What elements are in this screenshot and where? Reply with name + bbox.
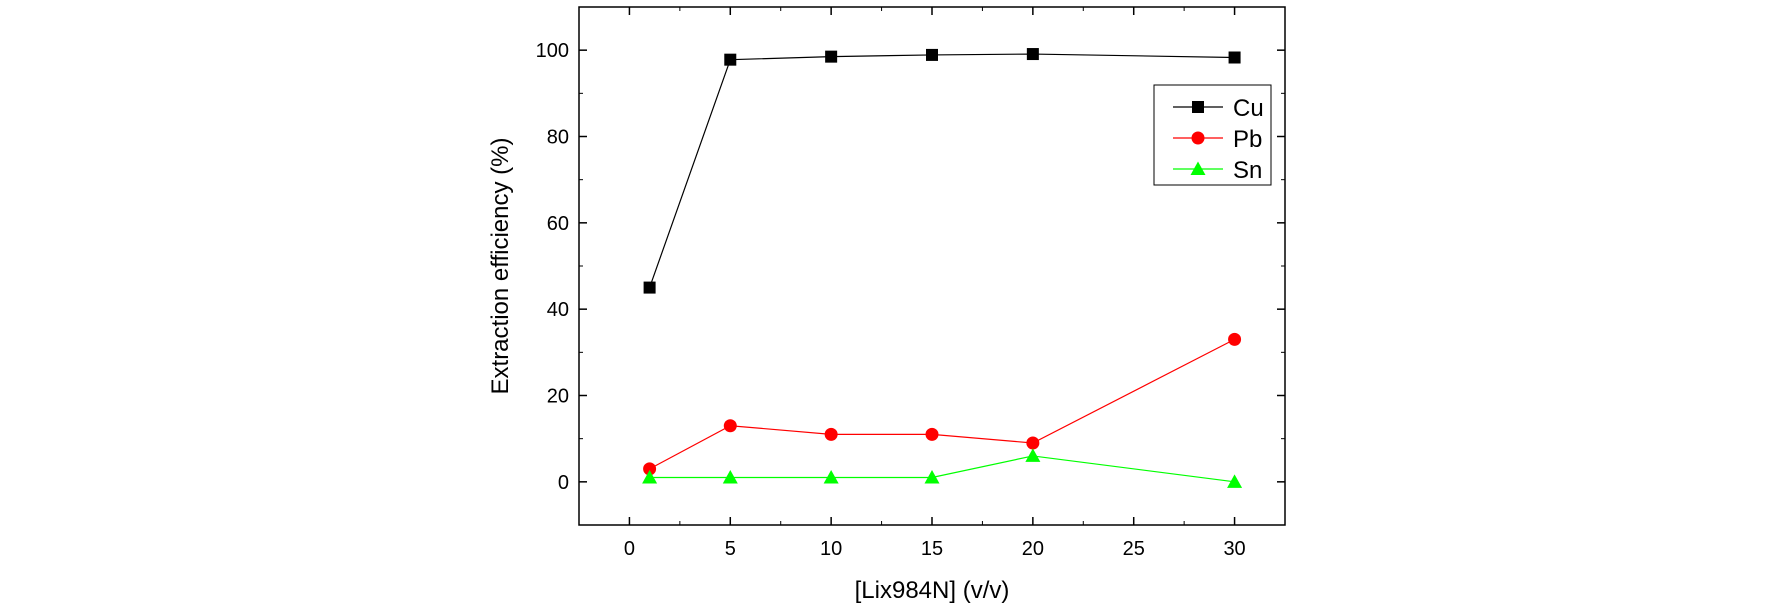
data-point-pb — [643, 462, 657, 476]
data-point-pb — [1228, 332, 1242, 346]
x-tick-label: 30 — [1223, 538, 1245, 560]
data-point-pb — [1026, 436, 1040, 450]
data-point-cu — [926, 48, 938, 61]
legend-label-pb: Pb — [1233, 126, 1262, 153]
y-axis-label: Extraction efficiency (%) — [487, 138, 514, 395]
series-line-pb — [649, 338, 1235, 470]
data-point-sn — [722, 470, 738, 484]
y-tick-label: 40 — [547, 299, 569, 321]
series-group — [642, 48, 1243, 488]
legend-label-sn: Sn — [1233, 157, 1262, 184]
data-point-sn — [924, 470, 940, 484]
y-tick-label: 80 — [547, 127, 569, 149]
x-tick-label: 15 — [921, 538, 943, 560]
data-point-cu — [643, 281, 656, 294]
y-tick-label: 0 — [558, 472, 569, 494]
data-point-pb — [925, 427, 939, 441]
x-tick-label: 5 — [725, 538, 736, 560]
x-axis: 0 5 10 15 20 25 30 — [578, 7, 1286, 560]
x-axis-label: [Lix984N] (v/v) — [855, 577, 1010, 604]
x-tick-label: 10 — [820, 538, 842, 560]
x-tick-label: 20 — [1022, 538, 1044, 560]
data-point-cu — [825, 50, 838, 63]
data-point-sn — [1227, 474, 1243, 488]
y-tick-label: 20 — [547, 386, 569, 408]
x-tick-label: 25 — [1123, 538, 1145, 560]
y-tick-label: 100 — [536, 40, 569, 62]
legend-label-cu: Cu — [1233, 95, 1264, 122]
data-point-cu — [1026, 48, 1039, 61]
data-point-cu — [1228, 51, 1241, 64]
series-pb — [643, 332, 1242, 476]
legend-marker-sn — [1190, 161, 1206, 175]
series-line-sn — [649, 455, 1235, 483]
series-cu — [643, 48, 1241, 294]
legend-marker-cu — [1192, 101, 1204, 113]
legend-marker-pb — [1191, 131, 1205, 145]
data-point-sn — [642, 470, 658, 484]
x-tick-label: 0 — [624, 538, 635, 560]
y-tick-label: 60 — [547, 213, 569, 235]
data-point-pb — [824, 427, 838, 441]
y-axis: 0 20 40 60 80 100 — [536, 6, 1285, 526]
data-point-cu — [724, 53, 737, 66]
legend: Cu Pb Sn — [1153, 84, 1272, 186]
series-line-cu — [649, 53, 1235, 288]
legend-box — [1153, 84, 1272, 186]
data-point-sn — [1025, 448, 1041, 462]
series-sn — [642, 448, 1243, 488]
data-point-sn — [823, 470, 839, 484]
data-point-pb — [723, 419, 737, 433]
